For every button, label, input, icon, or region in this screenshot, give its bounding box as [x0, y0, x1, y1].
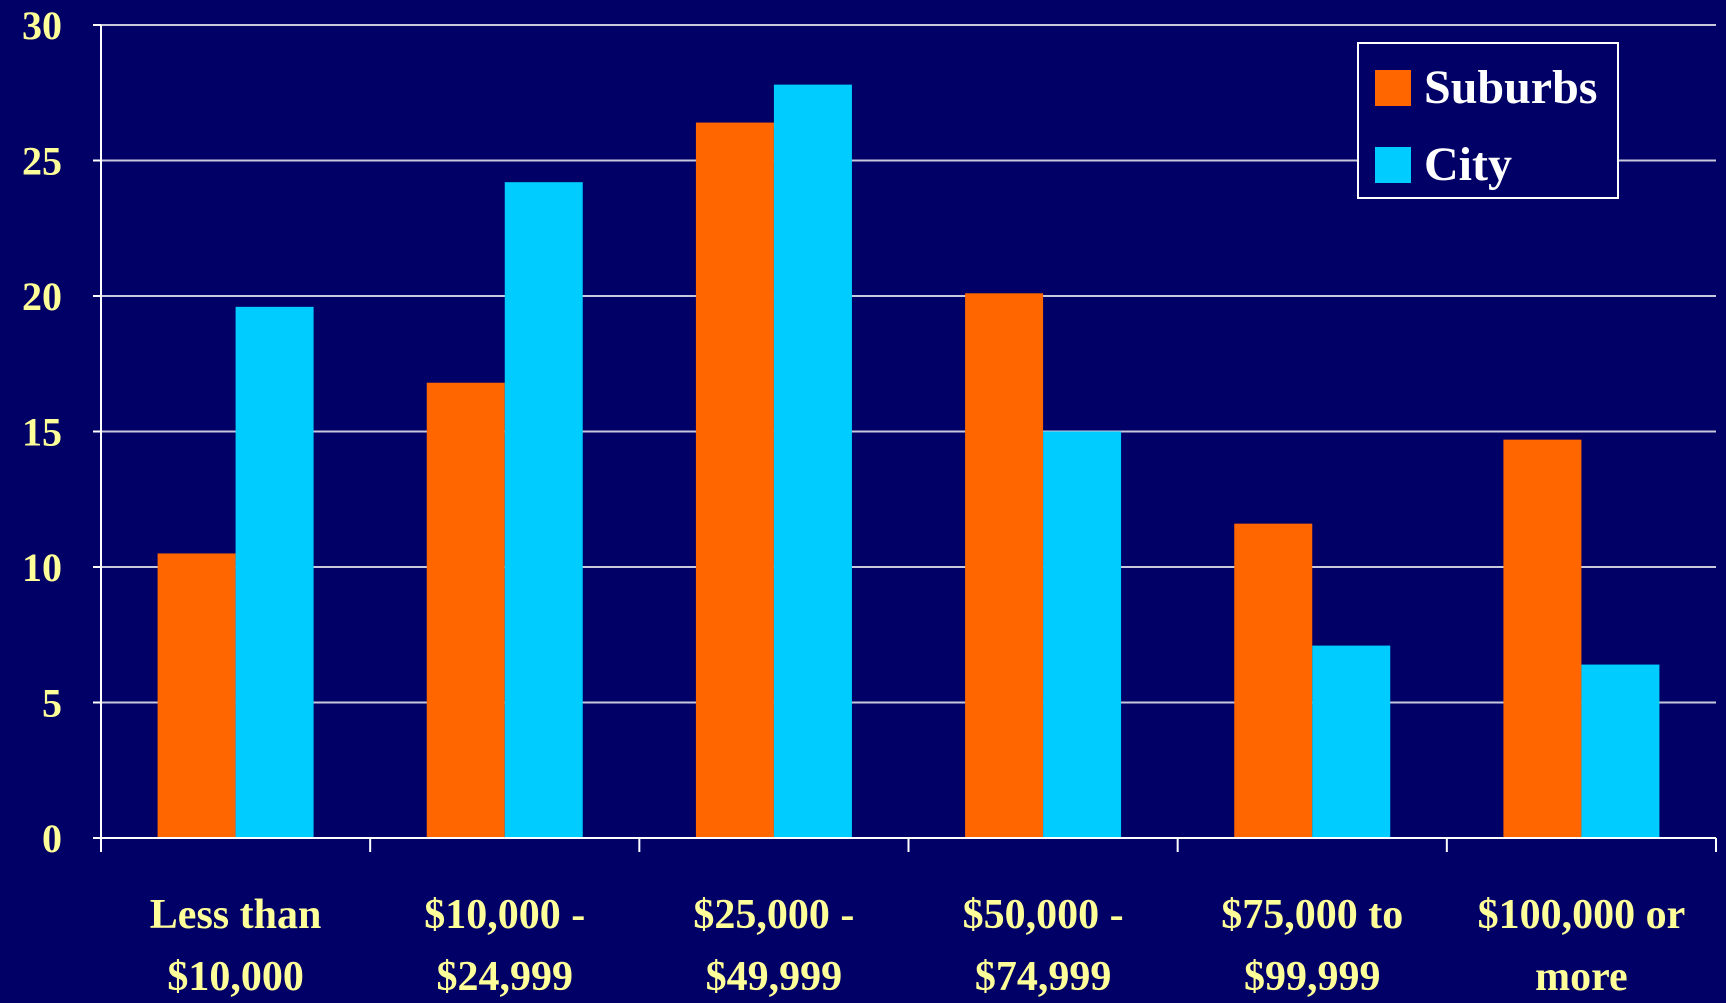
bar-suburbs-3	[965, 293, 1044, 838]
x-category-label: more	[1535, 954, 1628, 998]
legend-label-suburbs: Suburbs	[1424, 61, 1597, 114]
bar-city-4	[1312, 645, 1391, 838]
bar-suburbs-1	[426, 382, 505, 838]
y-tick-label: 25	[22, 139, 62, 184]
y-tick-label: 5	[42, 681, 62, 726]
y-tick-label: 20	[22, 274, 62, 319]
x-category-label: $74,999	[975, 954, 1112, 998]
bar-city-1	[504, 182, 583, 838]
y-tick-label: 0	[42, 816, 62, 861]
bar-city-0	[235, 306, 314, 839]
legend-swatch-suburbs	[1375, 70, 1411, 106]
bar-suburbs-0	[157, 553, 236, 838]
bar-suburbs-2	[695, 122, 774, 838]
x-category-label: $25,000 -	[693, 892, 854, 938]
bar-city-2	[773, 84, 852, 839]
bar-suburbs-4	[1234, 523, 1313, 838]
x-category-label: $10,000 -	[424, 892, 585, 938]
x-category-label: $100,000 or	[1478, 892, 1686, 938]
y-tick-label: 15	[22, 410, 62, 455]
bar-city-3	[1043, 431, 1122, 838]
x-category-label: $24,999	[437, 954, 574, 998]
bar-suburbs-5	[1503, 439, 1582, 838]
bar-city-5	[1581, 664, 1660, 838]
y-tick-label: 30	[22, 3, 62, 48]
x-category-label: $75,000 to	[1221, 892, 1403, 938]
y-tick-label: 10	[22, 545, 62, 590]
x-category-label: $50,000 -	[963, 892, 1124, 938]
x-category-label: $10,000	[167, 954, 304, 998]
x-category-label: $99,999	[1244, 954, 1381, 998]
legend-label-city: City	[1424, 138, 1512, 191]
legend-swatch-city	[1375, 147, 1411, 183]
x-category-label: Less than	[150, 892, 322, 938]
x-category-label: $49,999	[706, 954, 843, 998]
